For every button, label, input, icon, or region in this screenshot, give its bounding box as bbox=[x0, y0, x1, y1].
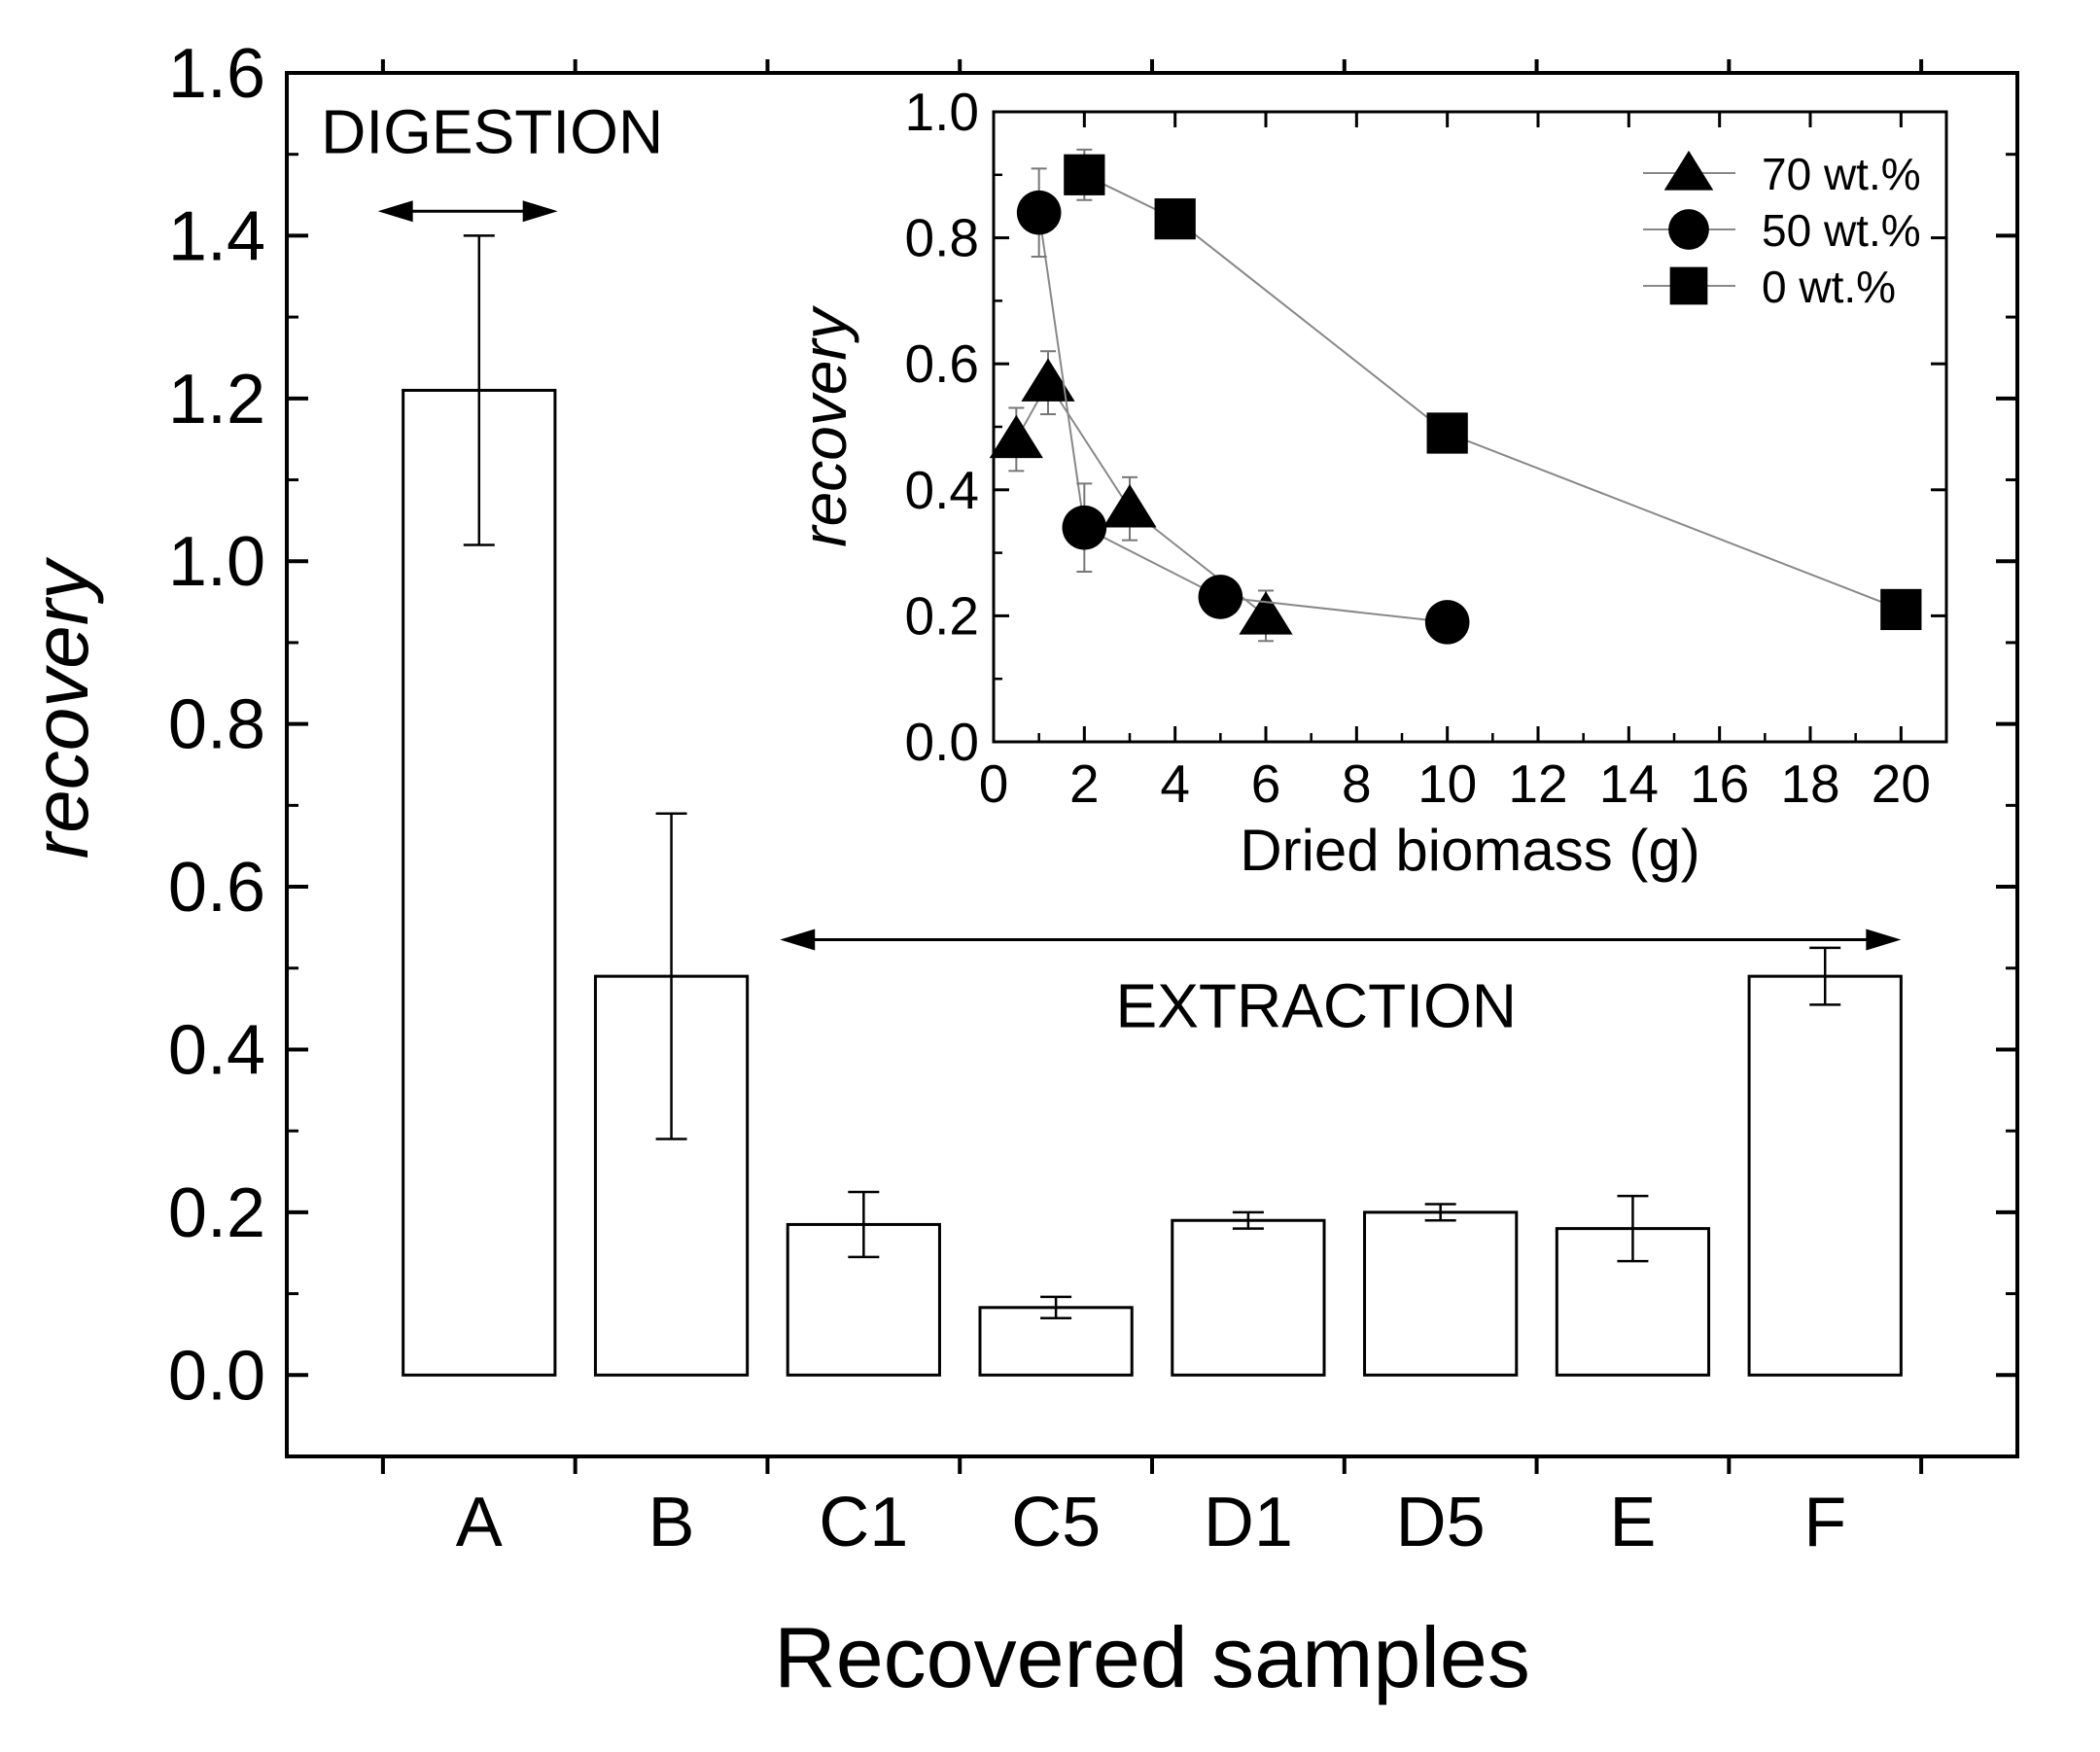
bar-A bbox=[402, 388, 557, 1377]
y-tick-label: 0.0 bbox=[168, 1337, 265, 1415]
y-tick-label: 0.8 bbox=[168, 686, 265, 764]
inset-plot-frame bbox=[992, 110, 1948, 744]
series-point-70wt bbox=[989, 414, 1043, 459]
legend-label-50wt: 50 wt.% bbox=[1762, 205, 1921, 256]
category-label: D5 bbox=[1396, 1484, 1486, 1561]
series-point-50wt bbox=[1198, 575, 1243, 619]
inset-x-axis-title: Dried biomass (g) bbox=[1240, 818, 1699, 883]
category-label: F bbox=[1803, 1484, 1846, 1561]
category-label: B bbox=[648, 1484, 695, 1561]
inset-x-tick-label: 10 bbox=[1418, 753, 1477, 814]
digestion-arrow-head-right bbox=[522, 200, 558, 223]
inset-x-tick-label: 2 bbox=[1069, 753, 1100, 814]
y-tick-label: 0.2 bbox=[168, 1174, 265, 1252]
legend-marker-0wt bbox=[1669, 266, 1708, 305]
inset-x-tick-label: 20 bbox=[1872, 753, 1931, 814]
series-line-50wt bbox=[1037, 212, 1448, 623]
inset-x-tick-label: 8 bbox=[1342, 753, 1372, 814]
inset-x-tick-label: 18 bbox=[1780, 753, 1839, 814]
legend-label-70wt: 70 wt.% bbox=[1762, 149, 1921, 199]
inset-y-tick-label: 0.2 bbox=[905, 585, 979, 646]
main-x-axis-title: Recovered samples bbox=[774, 1609, 1530, 1705]
inset-y-tick-label: 0.4 bbox=[905, 460, 979, 520]
inset-x-tick-label: 0 bbox=[979, 753, 1009, 814]
y-tick-label: 1.4 bbox=[168, 197, 265, 275]
category-label: C5 bbox=[1011, 1484, 1101, 1561]
extraction-label: EXTRACTION bbox=[1116, 970, 1517, 1040]
series-point-0wt bbox=[1064, 154, 1105, 195]
y-tick-label: 0.6 bbox=[168, 849, 265, 927]
series-point-0wt bbox=[1426, 412, 1468, 454]
series-point-50wt bbox=[1062, 505, 1107, 550]
series-point-50wt bbox=[1016, 190, 1062, 235]
series-point-0wt bbox=[1880, 588, 1922, 631]
series-point-50wt bbox=[1424, 600, 1470, 645]
extraction-arrow-head-right bbox=[1866, 929, 1902, 951]
inset-y-tick-label: 1.0 bbox=[905, 82, 979, 142]
inset-x-tick-label: 12 bbox=[1508, 753, 1567, 814]
bar-F bbox=[1747, 974, 1903, 1377]
series-line-70wt bbox=[1015, 380, 1267, 617]
series-line-0wt bbox=[1083, 173, 1902, 611]
category-label: A bbox=[456, 1484, 503, 1561]
series-point-70wt bbox=[1021, 358, 1075, 402]
digestion-label: DIGESTION bbox=[321, 96, 663, 166]
digestion-arrow-head-left bbox=[377, 200, 413, 223]
inset-y-tick-label: 0.8 bbox=[905, 208, 979, 268]
y-tick-label: 1.2 bbox=[168, 361, 265, 438]
inset-y-tick-label: 0.6 bbox=[905, 333, 979, 394]
legend-marker-50wt bbox=[1668, 209, 1709, 250]
category-label: D1 bbox=[1204, 1484, 1293, 1561]
series-point-0wt bbox=[1154, 198, 1196, 240]
inset-x-tick-label: 14 bbox=[1599, 753, 1659, 814]
y-tick-label: 1.6 bbox=[168, 35, 265, 113]
legend-label-0wt: 0 wt.% bbox=[1762, 262, 1896, 312]
bar-D5 bbox=[1363, 1210, 1519, 1377]
bar-D1 bbox=[1171, 1218, 1326, 1377]
series-point-70wt bbox=[1239, 591, 1293, 635]
y-tick-label: 1.0 bbox=[168, 523, 265, 601]
category-label: C1 bbox=[819, 1484, 908, 1561]
inset-x-tick-label: 16 bbox=[1690, 753, 1749, 814]
extraction-arrow-head-left bbox=[780, 929, 816, 951]
inset-y-tick-label: 0.0 bbox=[905, 712, 979, 772]
series-point-70wt bbox=[1102, 484, 1157, 528]
y-tick-label: 0.4 bbox=[168, 1011, 265, 1089]
inset-x-tick-label: 4 bbox=[1160, 753, 1190, 814]
legend-marker-70wt bbox=[1663, 150, 1714, 191]
category-label: E bbox=[1609, 1484, 1656, 1561]
inset-y-axis-title: recovery bbox=[789, 304, 859, 546]
main-y-axis-title: recovery bbox=[18, 556, 104, 859]
inset-x-tick-label: 6 bbox=[1251, 753, 1281, 814]
